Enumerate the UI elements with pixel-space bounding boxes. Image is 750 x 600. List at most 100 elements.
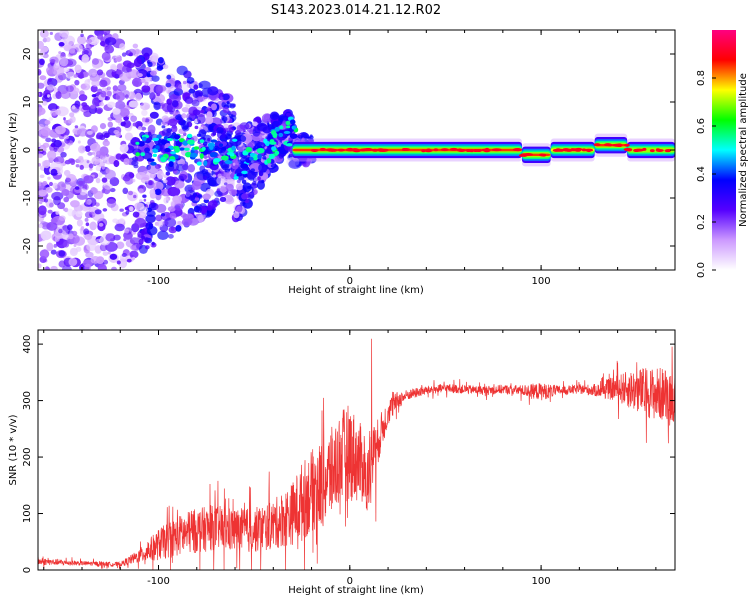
spectrogram-blob xyxy=(202,141,208,147)
spectrogram-blob xyxy=(146,73,151,78)
spectrogram-blob xyxy=(42,142,50,148)
colorbar-tick-label: 0.2 xyxy=(696,214,707,230)
spectrogram-blob xyxy=(207,137,211,142)
colorbar-gradient xyxy=(712,30,736,270)
spectrogram-blob xyxy=(216,185,221,189)
spectrogram-bright-blob xyxy=(243,173,248,178)
spectrogram-ridge-peak xyxy=(457,148,463,152)
spectrogram-blob xyxy=(216,127,224,134)
spectrogram-ridge-peak xyxy=(633,149,640,153)
spectrogram-blob xyxy=(207,86,219,96)
spectrogram-blob xyxy=(169,212,177,220)
spectrogram-ridge-peak xyxy=(376,148,385,152)
spectrogram-x-tick-label: 100 xyxy=(532,276,551,287)
spectrogram-bright-blob xyxy=(285,125,291,129)
spectrogram-blob xyxy=(86,243,97,252)
spectrogram-blob xyxy=(138,238,144,245)
spectrogram-blob xyxy=(91,58,99,65)
spectrogram-blob xyxy=(140,176,150,184)
spectrogram-blob xyxy=(129,237,140,245)
spectrogram-blob xyxy=(144,147,151,153)
spectrogram-blob xyxy=(147,61,153,68)
spectrogram-blob xyxy=(155,84,164,94)
snr-y-tick-label: 100 xyxy=(22,504,33,523)
spectrogram-blob xyxy=(168,118,178,127)
spectrogram-blob xyxy=(38,223,43,228)
spectrogram-blob xyxy=(129,206,134,212)
spectrogram-blob xyxy=(85,38,93,44)
spectrogram-blob xyxy=(101,131,111,138)
spectrogram-blob xyxy=(208,179,217,187)
spectrogram-blob xyxy=(147,164,160,175)
spectrogram-blobs xyxy=(38,30,317,270)
spectrogram-blob xyxy=(140,102,151,111)
spectrogram-blob xyxy=(81,102,88,108)
spectrogram-blob xyxy=(202,175,208,180)
spectrogram-blob xyxy=(76,157,85,164)
spectrogram-bright-blob xyxy=(156,134,162,139)
spectrogram-blob xyxy=(102,30,111,36)
spectrogram-bright-blob xyxy=(274,150,280,155)
spectrogram-bright-blob xyxy=(135,141,140,145)
spectrogram-blob xyxy=(257,176,261,181)
spectrogram-blob xyxy=(161,125,166,129)
snr-y-tick-label: 0 xyxy=(22,567,33,573)
spectrogram-blob xyxy=(75,164,80,168)
spectrogram-blob xyxy=(101,177,108,183)
spectrogram-blob xyxy=(80,33,84,38)
spectrogram-blob xyxy=(58,260,66,268)
spectrogram-blob xyxy=(39,75,47,81)
spectrogram-ridge-peak xyxy=(337,148,345,152)
spectrogram-blob xyxy=(67,118,73,124)
spectrogram-blob xyxy=(83,228,90,236)
spectrogram-blob xyxy=(38,200,43,205)
spectrogram-blob xyxy=(84,145,91,153)
spectrogram-blob xyxy=(145,245,150,250)
spectrogram-blob xyxy=(124,132,133,141)
spectrogram-blob xyxy=(100,90,107,98)
spectrogram-bright-blob xyxy=(152,137,160,142)
spectrogram-blob xyxy=(66,224,73,231)
spectrogram-blob xyxy=(216,175,227,186)
spectrogram-blob xyxy=(103,183,113,190)
spectrogram-blob xyxy=(156,65,164,71)
spectrogram-blob xyxy=(90,104,96,109)
spectrogram-blob xyxy=(84,233,93,241)
spectrogram-bright-blob xyxy=(272,132,278,139)
spectrogram-bright-blob xyxy=(249,152,255,157)
spectrogram-blob xyxy=(156,170,164,180)
spectrogram-blob xyxy=(77,145,86,154)
spectrogram-blob xyxy=(99,123,107,130)
spectrogram-blob xyxy=(174,203,184,211)
spectrogram-blob xyxy=(38,263,42,269)
spectrogram-blob xyxy=(40,230,52,241)
spectrogram-ridge-peak xyxy=(512,148,523,152)
spectrogram-blob xyxy=(98,172,103,178)
spectrogram-blob xyxy=(102,251,109,256)
spectrogram-x-label: Height of straight line (km) xyxy=(288,285,424,296)
spectrogram-blob xyxy=(88,36,100,46)
spectrogram-bright-blob xyxy=(150,161,157,166)
spectrogram-blob xyxy=(141,85,151,93)
spectrogram-blob xyxy=(134,48,140,55)
spectrogram-bright-blob xyxy=(185,151,192,158)
spectrogram-blob xyxy=(64,207,69,213)
spectrogram-blob xyxy=(96,69,104,76)
spectrogram-blob xyxy=(54,235,60,242)
spectrogram-bright-blob xyxy=(285,120,291,126)
spectrogram-bright-blob xyxy=(268,153,275,160)
spectrogram-blob xyxy=(155,203,167,213)
spectrogram-bright-blob xyxy=(201,146,206,151)
spectrogram-blob xyxy=(140,78,146,84)
spectrogram-blob xyxy=(81,54,90,64)
colorbar-tick-label: 0.6 xyxy=(696,118,707,134)
spectrogram-blob xyxy=(113,160,120,168)
spectrogram-blob xyxy=(119,143,129,153)
spectrogram-blob xyxy=(282,120,287,127)
spectrogram-blob xyxy=(87,78,91,83)
spectrogram-blob xyxy=(157,230,169,240)
spectrogram-blob xyxy=(38,68,42,76)
spectrogram-blob xyxy=(49,31,53,36)
spectrogram-ridge-peak xyxy=(603,143,612,147)
spectrogram-blob xyxy=(161,128,172,137)
